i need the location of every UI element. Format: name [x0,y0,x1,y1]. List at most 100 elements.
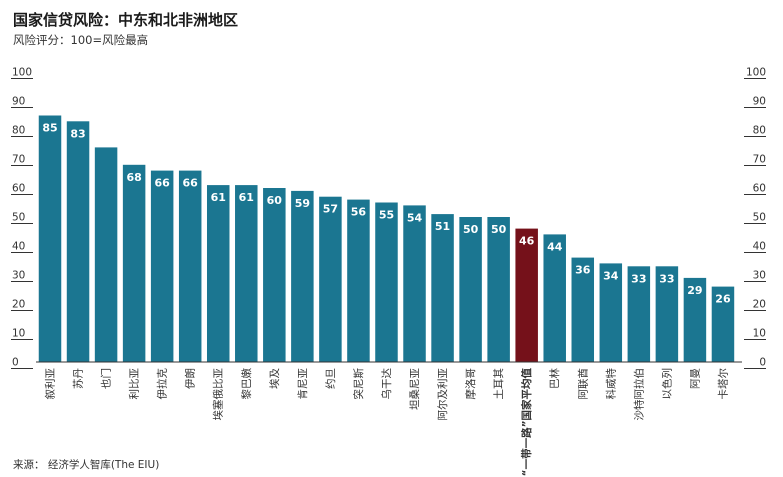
bar-highlight [515,228,538,362]
bar-value-label: 56 [351,206,367,219]
bar [459,217,482,362]
bar-value-label: 50 [463,223,479,236]
y-tick-label-left: 100 [12,67,32,79]
y-tick-label-left: 40 [12,241,25,253]
bar [683,277,707,362]
bar-value-label: 59 [295,197,310,210]
bar [487,217,510,362]
y-tick-label-left: 30 [12,270,25,282]
bar [431,214,454,362]
y-tick-label-left: 90 [12,96,25,108]
bar [711,286,735,362]
bar [543,234,566,362]
category-label: 肯尼亚 [296,368,309,400]
y-tick-label-left: 10 [12,328,25,340]
bar [122,164,146,362]
bar-value-label: 66 [155,177,171,190]
bar [403,205,426,362]
bar [627,266,651,362]
category-label: 黎巴嫩 [240,368,253,400]
source-note: 来源： 经济学人智库(The EIU) [13,459,160,471]
y-tick-label-right: 10 [753,328,766,340]
bar-value-label: 46 [519,235,535,248]
category-label: 巴林 [548,368,561,389]
y-tick-label-right: 100 [746,67,766,79]
bar-value-label: 50 [491,223,507,236]
y-tick-label-right: 60 [753,183,766,195]
y-tick-label-left: 20 [12,299,25,311]
y-tick-label-left: 0 [12,357,19,369]
bar-value-label: 61 [239,191,254,204]
y-tick-label-right: 50 [753,212,766,224]
bar-value-label: 68 [126,171,141,184]
bar [38,115,62,362]
bar [178,170,202,362]
bar [347,199,370,362]
bar [94,147,118,362]
bar-value-label: 36 [575,264,591,277]
category-label: 沙特阿拉伯 [632,368,645,421]
category-label: “一带一路”国家平均值 [520,368,533,477]
bar [291,190,314,362]
chart-subtitle: 风险评分：100=风险最高 [13,33,149,47]
bar-value-label: 26 [715,293,731,306]
y-tick-label-left: 70 [12,154,25,166]
bar-value-label: 85 [42,122,57,135]
bar-value-label: 33 [631,272,646,285]
bar-value-label: 44 [547,240,563,253]
category-label: 阿曼 [689,368,701,389]
bar-value-label: 34 [603,269,619,282]
y-tick-label-left: 50 [12,212,25,224]
y-tick-label-right: 0 [759,357,766,369]
bar [319,196,342,362]
bar-value-label: 51 [435,220,450,233]
bar-value-label: 54 [407,211,423,224]
bar [655,266,679,362]
y-tick-label-right: 30 [753,270,766,282]
category-label: 卡塔尔 [716,368,729,400]
y-tick-label-right: 20 [753,299,766,311]
bar [235,185,258,362]
category-label: 突尼斯 [352,368,365,400]
category-label: 埃塞俄比亚 [212,368,225,421]
category-label: 伊拉克 [156,368,169,400]
bar [375,202,398,362]
bar [571,257,595,362]
category-label: 也门 [100,368,113,389]
category-label: 苏丹 [72,368,85,389]
y-tick-label-right: 80 [753,125,766,137]
bar-value-label: 60 [267,194,283,207]
bar [263,188,286,362]
bar-value-label: 66 [183,177,199,190]
category-label: 以色列 [660,368,673,400]
category-label: 土耳其 [492,368,505,400]
bar [206,185,230,362]
y-tick-label-left: 60 [12,183,25,195]
category-label: 阿联酋 [576,368,589,400]
category-label: 叙利亚 [44,368,57,400]
bar [599,263,623,362]
category-label: 摩洛哥 [464,368,477,400]
y-tick-label-left: 80 [12,125,25,137]
category-label: 坦桑尼亚 [408,368,421,410]
category-label: 伊朗 [185,368,197,389]
chart-title: 国家信贷风险：中东和北非洲地区 [13,11,239,29]
category-label: 阿尔及利亚 [436,368,449,421]
bar-value-label: 33 [659,272,674,285]
bar-value-label: 61 [211,191,226,204]
y-tick-label-right: 90 [753,96,766,108]
y-tick-label-right: 70 [753,154,766,166]
category-label: 埃及 [268,368,281,389]
bar [150,170,174,362]
y-tick-label-right: 40 [753,241,766,253]
category-label: 科威特 [604,368,617,400]
bar-value-label: 57 [323,203,338,216]
category-label: 乌干达 [380,368,393,400]
bar [66,121,90,362]
bar-value-label: 55 [379,209,394,222]
category-label: 约旦 [324,368,337,389]
category-label: 利比亚 [128,368,141,400]
bar-value-label: 29 [687,284,702,297]
bar-value-label: 83 [70,127,85,140]
